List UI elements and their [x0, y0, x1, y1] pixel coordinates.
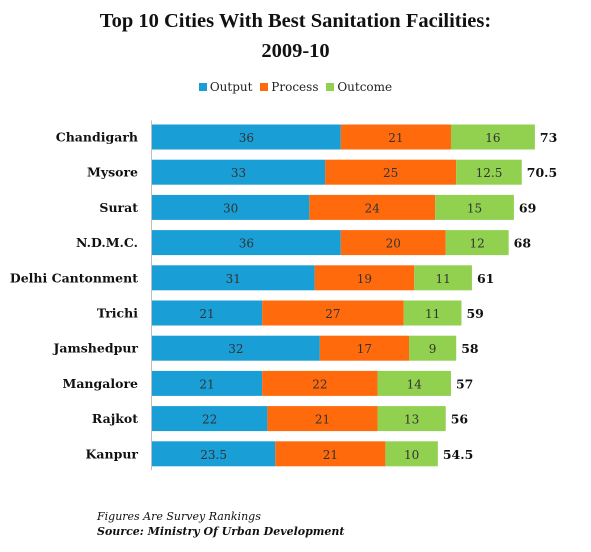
bar-segment-output — [152, 335, 320, 361]
bar-value-label: 10 — [404, 448, 419, 462]
bar-segment-output — [152, 194, 310, 220]
legend-item-process: Process — [260, 80, 318, 94]
bar-value-label: 12 — [470, 237, 485, 251]
bar-value-label: 13 — [404, 413, 419, 427]
legend-item-outcome: Outcome — [326, 80, 392, 94]
bar-value-label: 36 — [239, 131, 254, 145]
legend-swatch-outcome — [326, 83, 335, 91]
bar-segment-process — [267, 406, 378, 432]
bar-segment-outcome — [377, 406, 446, 432]
bar-value-label: 20 — [386, 237, 401, 251]
bar-total-label: 68 — [514, 236, 532, 251]
bar-segment-outcome — [385, 441, 438, 467]
bar-segment-output — [152, 230, 341, 256]
chart-legend: Output Process Outcome — [0, 80, 591, 94]
footnote-text: Figures Are Survey Rankings — [97, 510, 261, 523]
bar-value-label: 21 — [199, 307, 214, 321]
bar-total-label: 54.5 — [443, 447, 473, 462]
bar-segment-outcome — [445, 230, 509, 256]
bar-value-label: 22 — [312, 377, 327, 391]
bar-segment-process — [325, 159, 457, 185]
chart-title: Top 10 Cities With Best Sanitation Facil… — [0, 6, 591, 66]
bar-segment-outcome — [450, 124, 535, 150]
bar-segment-process — [340, 230, 446, 256]
category-label: Mangalore — [63, 376, 139, 391]
bar-value-label: 15 — [467, 201, 482, 215]
bar-value-label: 33 — [231, 166, 246, 180]
bar-segment-outcome — [409, 335, 457, 361]
category-label: Kanpur — [86, 446, 139, 461]
bar-value-label: 21 — [315, 413, 330, 427]
bar-segment-outcome — [435, 194, 514, 220]
bar-total-label: 56 — [451, 412, 469, 427]
bar-total-label: 61 — [477, 271, 494, 286]
bar-value-label: 21 — [323, 448, 338, 462]
bar-segment-process — [262, 300, 404, 326]
category-label: Surat — [99, 200, 138, 215]
bar-value-label: 21 — [199, 377, 214, 391]
legend-label-outcome: Outcome — [337, 80, 393, 94]
bar-segment-output — [152, 159, 326, 185]
bar-segment-output — [152, 300, 263, 326]
bar-segment-process — [319, 335, 410, 361]
bar-total-label: 59 — [466, 306, 483, 321]
category-label: Chandigarh — [56, 130, 138, 145]
bar-value-label: 11 — [435, 272, 450, 286]
bar-segment-process — [309, 194, 436, 220]
source-text: Source: Ministry Of Urban Development — [97, 525, 345, 538]
category-label: Mysore — [87, 165, 138, 180]
bar-value-label: 32 — [228, 342, 243, 356]
bar-segment-process — [275, 441, 386, 467]
bar-value-label: 31 — [226, 272, 241, 286]
bar-value-label: 9 — [429, 342, 437, 356]
chart-title-line-2: 2009-10 — [261, 40, 330, 62]
bar-total-label: 70.5 — [527, 165, 557, 180]
bar-value-label: 12.5 — [476, 166, 503, 180]
bar-segment-process — [262, 370, 378, 396]
bar-total-label: 57 — [456, 376, 473, 391]
bar-segment-outcome — [414, 265, 472, 291]
bar-value-label: 23.5 — [200, 448, 227, 462]
legend-label-process: Process — [271, 80, 319, 94]
legend-swatch-process — [260, 83, 269, 91]
bar-value-label: 25 — [383, 166, 398, 180]
bar-value-label: 17 — [357, 342, 372, 356]
bar-value-label: 21 — [388, 131, 403, 145]
bar-segment-process — [340, 124, 451, 150]
bar-segment-output — [152, 265, 315, 291]
bar-value-label: 19 — [357, 272, 372, 286]
bar-segment-output — [152, 441, 276, 467]
chart-footnote: Figures Are Survey Rankings Source: Mini… — [97, 509, 345, 539]
bar-segment-outcome — [377, 370, 451, 396]
chart-title-line-1: Top 10 Cities With Best Sanitation Facil… — [99, 10, 492, 32]
bar-value-label: 14 — [407, 377, 423, 391]
category-label: Rajkot — [92, 411, 138, 426]
bar-segment-process — [314, 265, 415, 291]
bar-segment-output — [152, 124, 341, 150]
bar-value-label: 16 — [485, 131, 500, 145]
bar-total-label: 69 — [519, 200, 536, 215]
legend-item-output: Output — [198, 80, 253, 94]
bar-segment-output — [152, 370, 263, 396]
bar-total-label: 73 — [540, 130, 557, 145]
bar-value-label: 36 — [239, 237, 254, 251]
bar-value-label: 11 — [425, 307, 440, 321]
category-label: Trichi — [97, 306, 138, 321]
bar-value-label: 27 — [325, 307, 340, 321]
bar-total-label: 58 — [461, 341, 479, 356]
category-label: Jamshedpur — [53, 341, 139, 356]
bar-segment-outcome — [403, 300, 462, 326]
bar-value-label: 30 — [223, 201, 238, 215]
bar-value-label: 22 — [202, 413, 217, 427]
category-label: N.D.M.C. — [76, 235, 138, 250]
bar-value-label: 24 — [365, 201, 381, 215]
legend-label-output: Output — [209, 80, 253, 94]
bar-segment-output — [152, 406, 268, 432]
bar-segment-outcome — [456, 159, 522, 185]
category-label: Delhi Cantonment — [10, 270, 138, 285]
legend-swatch-output — [198, 83, 207, 91]
